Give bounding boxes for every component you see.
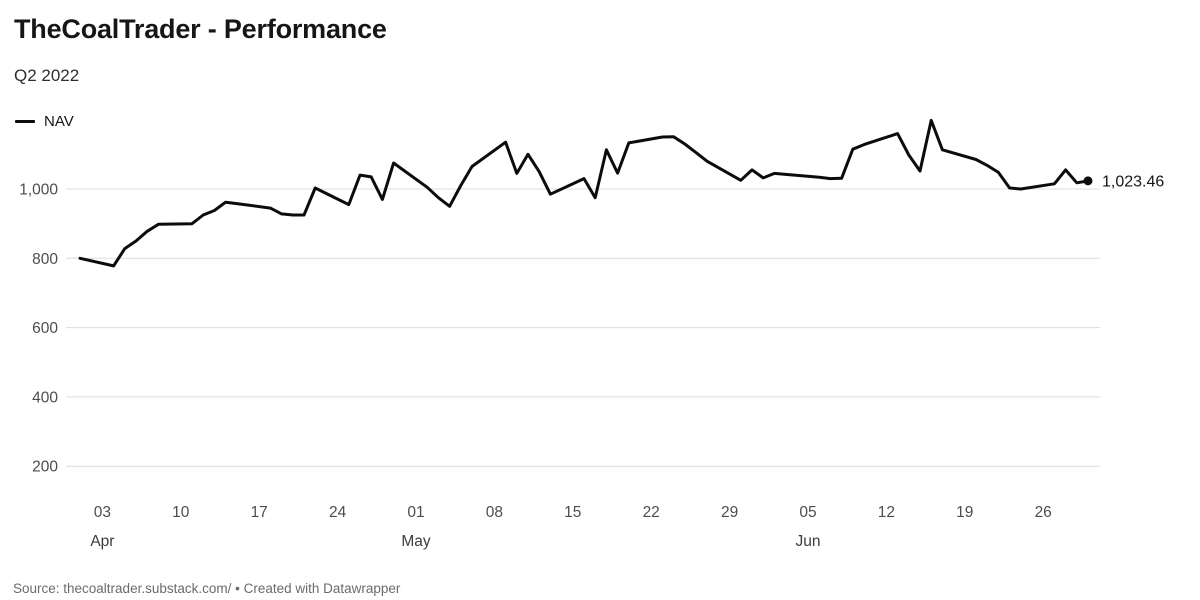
x-tick-label-2022-06-12: 12 xyxy=(878,504,895,521)
legend-item-nav: NAV xyxy=(44,112,74,130)
legend-line-swatch-icon xyxy=(15,119,35,123)
legend: NAV xyxy=(15,112,74,130)
x-tick-label-2022-05-22: 22 xyxy=(643,504,660,521)
x-tick-label-2022-04-03: 03 xyxy=(94,504,111,521)
x-tick-label-2022-05-08: 08 xyxy=(486,504,503,521)
x-month-label-may: May xyxy=(401,533,431,550)
source-credit-line: Source: thecoaltrader.substack.com/ • Cr… xyxy=(13,581,401,596)
x-tick-label-2022-06-05: 05 xyxy=(799,504,816,521)
y-tick-label-400: 400 xyxy=(32,389,58,406)
x-month-label-apr: Apr xyxy=(90,533,114,550)
x-tick-label-2022-05-29: 29 xyxy=(721,504,738,521)
nav-series-line xyxy=(78,118,1090,268)
y-tick-label-200: 200 xyxy=(32,459,58,476)
y-tick-label-600: 600 xyxy=(32,320,58,337)
x-month-label-jun: Jun xyxy=(796,533,821,550)
x-tick-label-2022-06-19: 19 xyxy=(956,504,973,521)
nav-end-value-label: 1,023.46 xyxy=(1102,173,1164,190)
x-tick-label-2022-05-01: 01 xyxy=(407,504,424,521)
x-tick-label-2022-05-15: 15 xyxy=(564,504,581,521)
x-tick-label-2022-04-17: 17 xyxy=(251,504,268,521)
x-tick-label-2022-04-24: 24 xyxy=(329,504,347,521)
x-tick-label-2022-04-10: 10 xyxy=(172,504,190,521)
chart-subtitle: Q2 2022 xyxy=(14,66,80,85)
page-title: TheCoalTrader - Performance xyxy=(14,14,387,44)
x-tick-label-2022-06-26: 26 xyxy=(1035,504,1052,521)
y-tick-label-1000: 1,000 xyxy=(19,182,58,199)
nav-end-point xyxy=(1083,176,1093,186)
y-tick-label-800: 800 xyxy=(32,251,58,268)
